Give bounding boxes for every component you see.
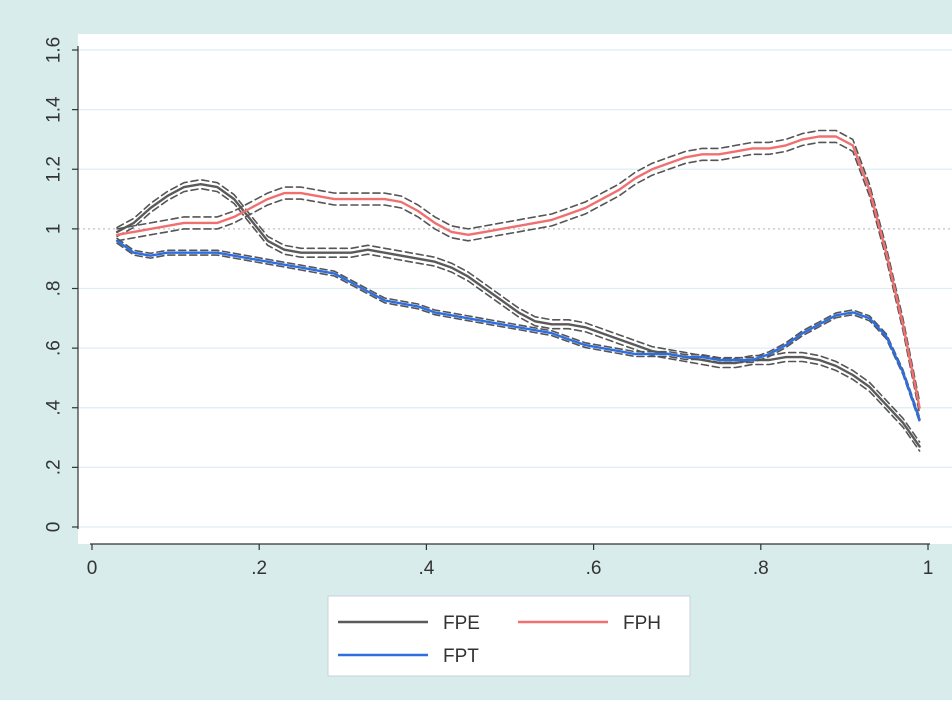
series-fpt (115, 237, 921, 423)
confidence-band-line (116, 178, 921, 443)
series-line-fpe (115, 183, 921, 448)
y-tick-label: 1.2 (44, 156, 65, 182)
x-tick-label: .4 (418, 558, 434, 579)
y-tick-label: 1.6 (44, 37, 65, 63)
x-tick-label: 1 (923, 558, 934, 579)
confidence-band-line (116, 187, 921, 452)
y-tick-label: 1 (44, 224, 65, 235)
legend-label: FPT (443, 646, 479, 667)
y-tick-label: .8 (44, 281, 65, 297)
y-tick-label: .2 (44, 459, 65, 475)
legend-label: FPE (443, 613, 480, 634)
legend-item-fpt: FPT (338, 646, 479, 667)
y-tick-label: 0 (44, 522, 65, 533)
legend-label: FPH (623, 613, 661, 634)
confidence-band-line (116, 237, 921, 419)
series-line-fpt (115, 239, 921, 421)
y-tick-label: 1.4 (44, 96, 65, 123)
confidence-band-line (116, 129, 921, 403)
series-fpe (115, 178, 921, 452)
x-tick-label: .2 (251, 558, 267, 579)
series-line-fph (115, 135, 921, 409)
x-tick-label: 0 (87, 558, 98, 579)
x-tick-label: .8 (753, 558, 769, 579)
series-fph (115, 129, 921, 415)
legend: FPE FPH FPT (327, 595, 691, 677)
y-tick-label: .4 (44, 399, 65, 415)
legend-item-fpe: FPE (338, 613, 480, 634)
legend-box (327, 595, 691, 677)
grid-lines (78, 49, 952, 528)
axes: 0 .2 .4 .6 .8 1 1.2 1.4 1.6 0 .2 .4 .6 .8 1 (44, 37, 934, 579)
confidence-band-line (116, 242, 921, 423)
series-lines (115, 129, 921, 452)
legend-item-fph: FPH (518, 613, 661, 634)
confidence-band-line (116, 141, 921, 415)
y-tick-label: .6 (44, 340, 65, 356)
x-tick-label: .6 (586, 558, 602, 579)
